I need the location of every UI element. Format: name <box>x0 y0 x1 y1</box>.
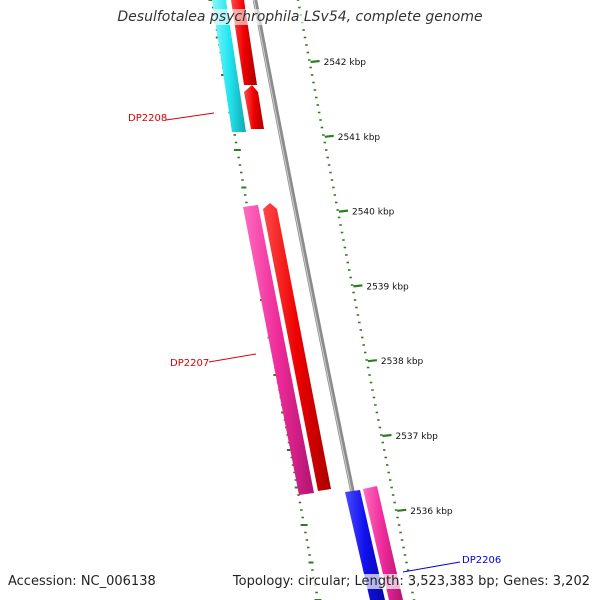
gene-dp2206-pink[interactable] <box>363 486 403 600</box>
major-tick-2537 <box>382 433 392 438</box>
gene-label-dp2207[interactable]: DP2207 <box>170 358 209 369</box>
map-title: Desulfotalea psychrophila LSv54, complet… <box>0 9 600 25</box>
gene-label-dp2206[interactable]: DP2206 <box>462 555 501 566</box>
gene-dp2208-cyan[interactable] <box>212 0 246 132</box>
tick-label-2539: 2539 kbp <box>366 282 409 292</box>
gene-dp2206-blue[interactable] <box>345 490 385 600</box>
major-tick-2536 <box>397 508 407 512</box>
accession-text: Accession: NC_006138 <box>8 574 156 589</box>
gene-dp2208-red-lower[interactable] <box>244 85 264 129</box>
tick-label-2537: 2537 kbp <box>395 432 438 442</box>
gene-label-dp2208[interactable]: DP2208 <box>128 113 167 124</box>
gene-dp2207-pink[interactable] <box>243 205 314 495</box>
tick-label-2541: 2541 kbp <box>338 133 381 143</box>
major-tick-2539 <box>353 284 363 288</box>
tick-label-2542: 2542 kbp <box>324 58 367 68</box>
major-tick-2541 <box>324 134 334 138</box>
major-tick-2542 <box>310 59 320 64</box>
gene-dp2207-red[interactable] <box>263 203 331 491</box>
tick-label-2540: 2540 kbp <box>352 208 395 218</box>
gene-label-leader-dp2207 <box>208 353 257 363</box>
tick-label-2538: 2538 kbp <box>381 357 424 367</box>
major-tick-2538 <box>367 359 377 363</box>
gene-label-leader-dp2206 <box>402 561 461 573</box>
genome-summary-text: Topology: circular; Length: 3,523,383 bp… <box>232 574 590 589</box>
major-ticks: 2542 kbp 2541 kbp 2540 kbp 2539 kbp 2538 kbp… <box>310 58 453 517</box>
major-tick-2540 <box>338 209 349 213</box>
gene-label-leader-dp2208 <box>165 112 215 121</box>
tick-label-2536: 2536 kbp <box>410 507 453 517</box>
